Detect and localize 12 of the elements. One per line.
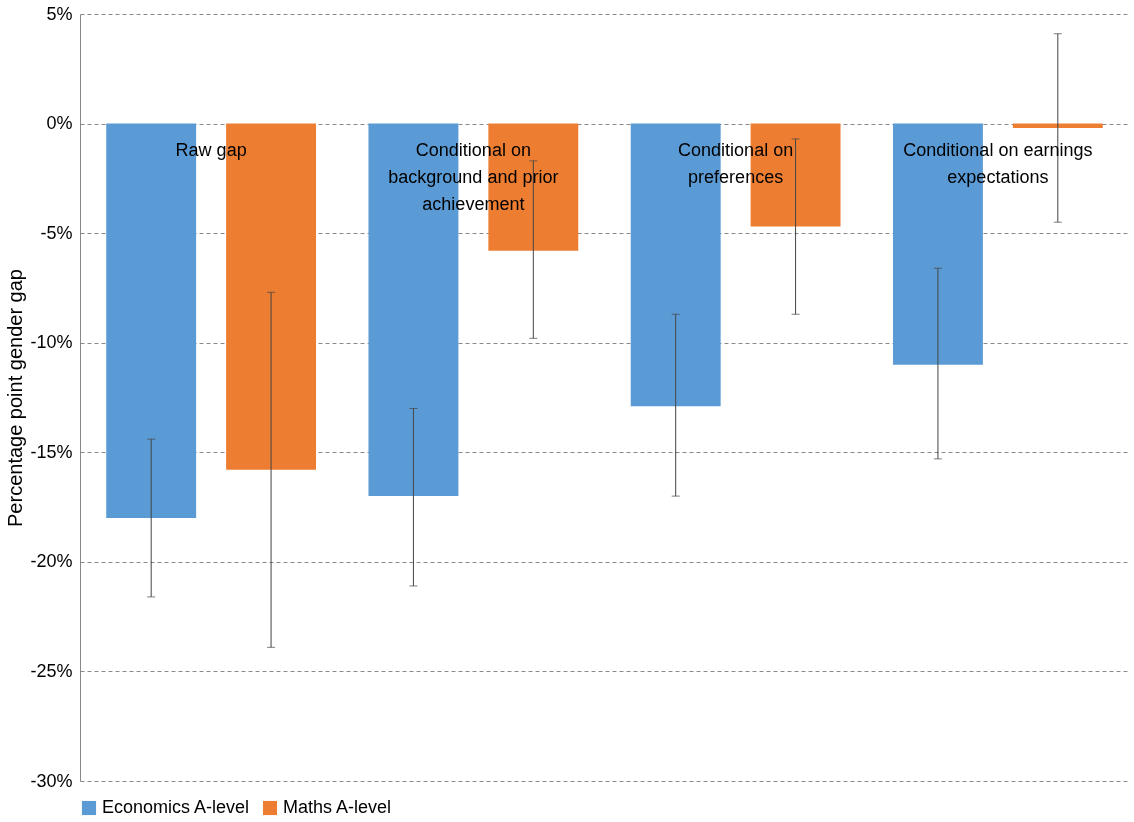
y-tick-label: -10% (30, 332, 73, 353)
y-tick-label: -30% (30, 770, 73, 791)
legend-label: Maths A-level (283, 797, 392, 817)
y-tick-label: -15% (30, 441, 73, 462)
y-tick-label: 5% (46, 3, 73, 24)
y-tick-label: -25% (30, 660, 73, 681)
y-tick-label: 0% (46, 113, 73, 134)
legend-label: Economics A-level (102, 797, 250, 817)
x-tick-label: Conditional on preferences (678, 139, 794, 187)
y-axis-title: Percentage point gender gap (4, 269, 27, 527)
y-tick-label: -5% (40, 222, 73, 243)
y-tick-label: -20% (30, 551, 73, 572)
